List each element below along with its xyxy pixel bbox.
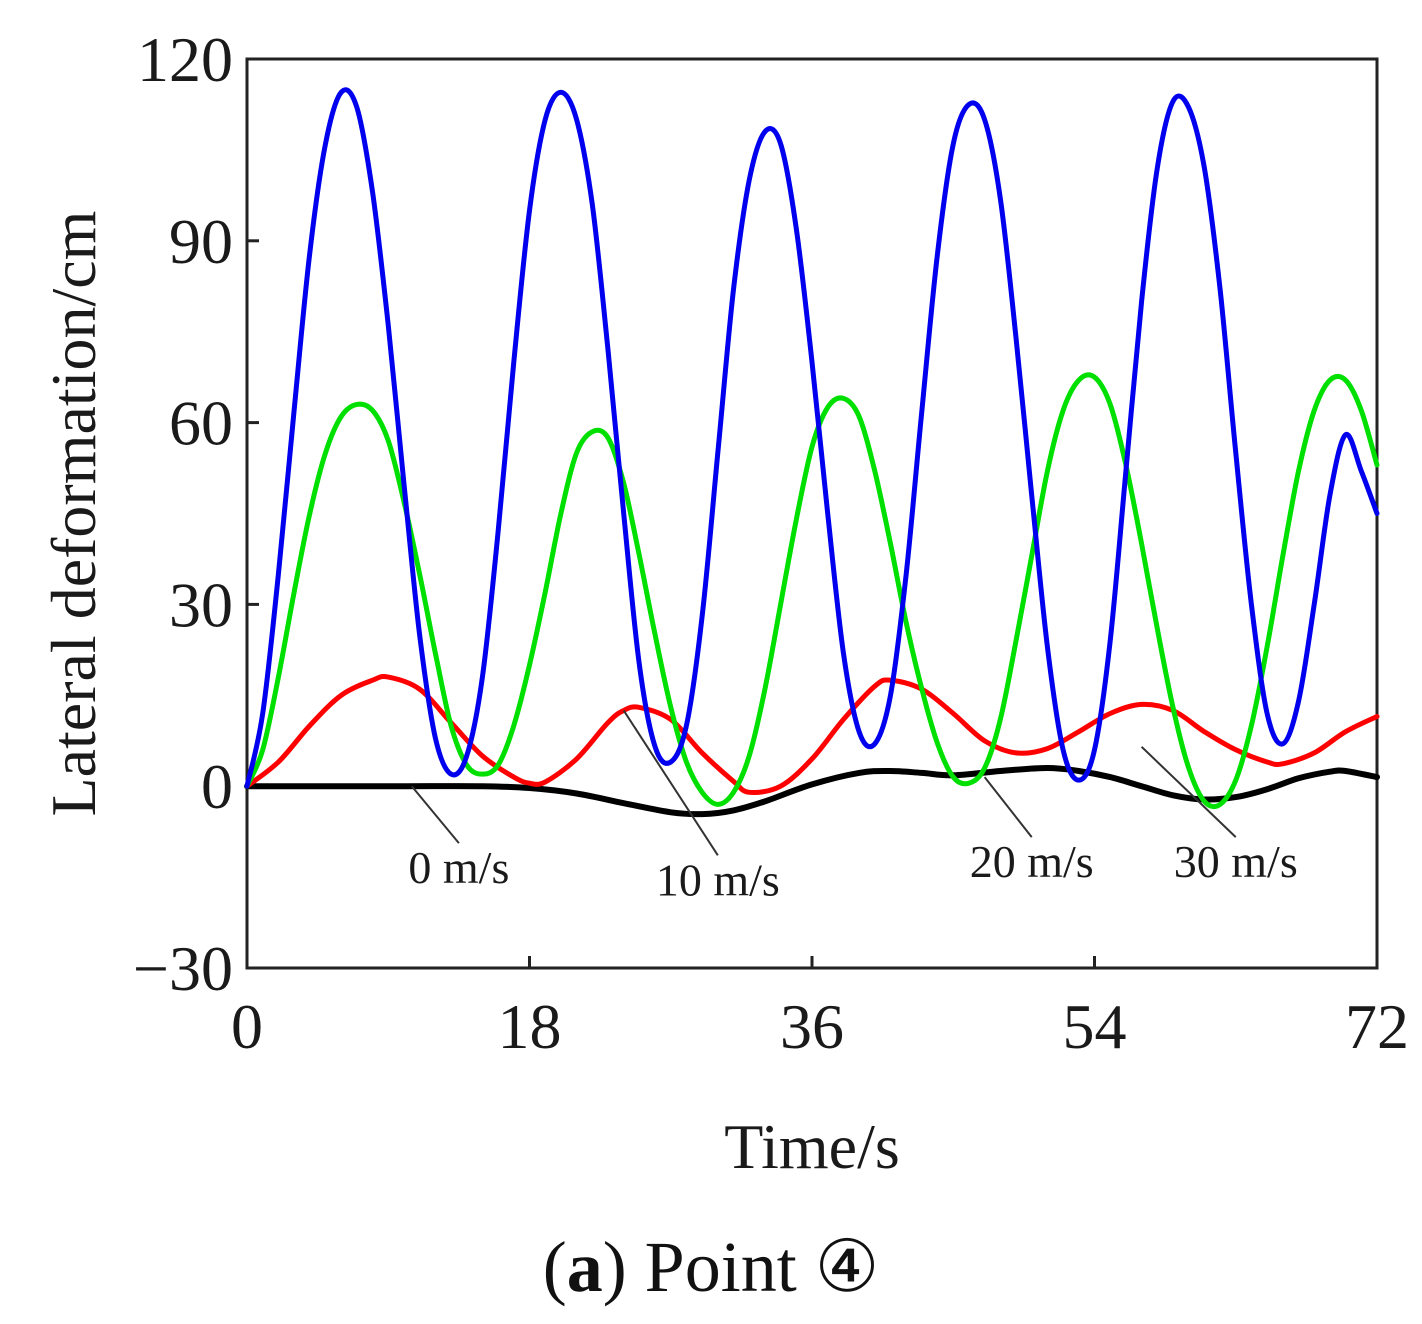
caption-letter: a xyxy=(566,1227,603,1307)
series-line-20-m-s xyxy=(244,372,1380,810)
x-axis-title: Time/s xyxy=(724,1111,900,1182)
annotation-label: 0 m/s xyxy=(408,842,509,893)
series-layer xyxy=(244,87,1380,818)
annotation-leader xyxy=(983,776,1033,838)
annotation-leader xyxy=(411,785,460,844)
y-axis-title: Lateral deformation/cm xyxy=(38,211,109,817)
series-line-30-m-s xyxy=(244,87,1380,789)
y-tick-label: 0 xyxy=(201,751,233,822)
y-tick-label: 90 xyxy=(169,206,233,277)
y-tick-label: 60 xyxy=(169,388,233,459)
annotation-leader xyxy=(1140,746,1237,838)
annotation-leader xyxy=(622,709,719,856)
x-tick-label: 72 xyxy=(1345,991,1409,1062)
x-tick-label: 0 xyxy=(231,991,263,1062)
series-line-10-m-s xyxy=(244,674,1380,795)
x-tick-label: 54 xyxy=(1063,991,1127,1062)
y-tick-label: 30 xyxy=(169,569,233,640)
annotation-label: 20 m/s xyxy=(970,836,1094,887)
annotation-label: 30 m/s xyxy=(1174,836,1298,887)
caption-text: Point ④ xyxy=(644,1227,880,1307)
annotation-label: 10 m/s xyxy=(656,854,780,905)
y-tick-label: −30 xyxy=(133,933,233,1004)
figure-caption: (a) Point ④ xyxy=(542,1227,880,1307)
series-line-0-m-s xyxy=(244,765,1380,818)
x-tick-label: 36 xyxy=(780,991,844,1062)
x-tick-label: 18 xyxy=(498,991,562,1062)
annotation-layer: 0 m/s 10 m/s 20 m/s 30 m/s xyxy=(408,709,1298,905)
y-tick-label: 120 xyxy=(137,24,233,95)
